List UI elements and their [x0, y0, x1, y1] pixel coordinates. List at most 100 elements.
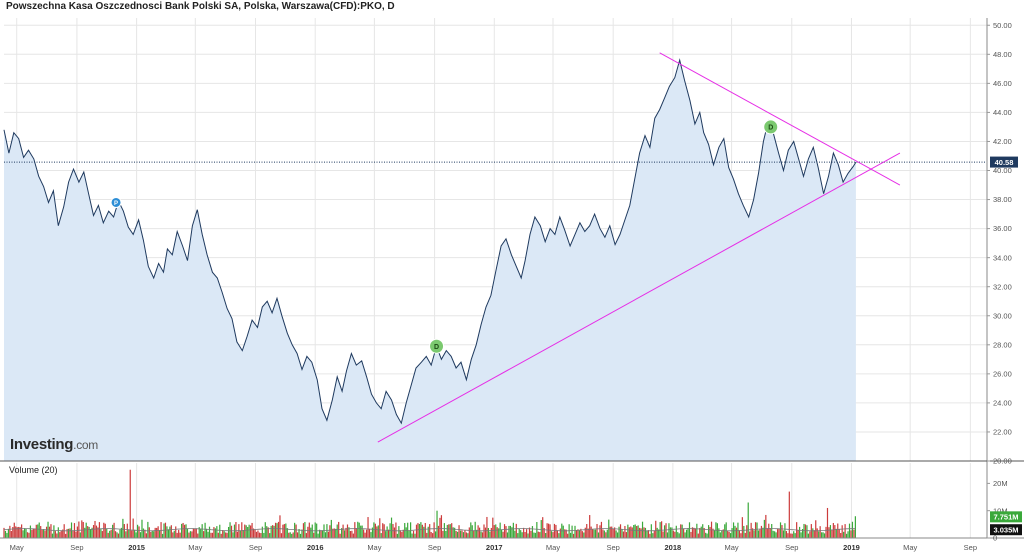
volume-bar — [840, 532, 842, 538]
volume-bar — [599, 525, 601, 538]
volume-bar — [22, 530, 24, 538]
volume-bar — [503, 524, 506, 538]
volume-bar — [59, 532, 61, 538]
volume-bar — [713, 530, 716, 538]
volume-bar — [597, 532, 600, 538]
volume-bar — [518, 528, 520, 538]
volume-bar — [806, 525, 808, 538]
split-marker — [110, 196, 122, 208]
volume-bar — [125, 531, 127, 538]
volume-bar — [537, 531, 539, 538]
volume-bar — [260, 533, 262, 538]
volume-bar — [21, 524, 23, 538]
volume-bar — [376, 526, 378, 538]
volume-bar — [79, 532, 81, 538]
volume-bar — [189, 531, 192, 538]
time-tick-label: Sep — [428, 543, 441, 552]
volume-bar — [696, 523, 698, 538]
volume-bar — [117, 533, 120, 538]
volume-bar — [357, 521, 359, 538]
volume-bar — [575, 530, 578, 538]
volume-bar — [188, 532, 190, 538]
price-tick-label: 30.00 — [993, 311, 1012, 320]
volume-bar — [355, 528, 357, 538]
volume-bar — [730, 533, 732, 538]
volume-bar — [587, 528, 589, 538]
volume-bar — [163, 523, 165, 538]
volume-bar — [128, 529, 130, 538]
volume-bar — [269, 533, 271, 538]
volume-bar — [499, 522, 501, 538]
volume-bar — [251, 522, 253, 538]
volume-bar — [169, 526, 171, 538]
price-tick-label: 38.00 — [993, 195, 1012, 204]
volume-bar — [266, 526, 268, 538]
volume-bar — [467, 533, 469, 538]
price-tick-label: 46.00 — [993, 79, 1012, 88]
volume-bar — [92, 525, 95, 538]
volume-bar — [135, 532, 137, 538]
volume-bar — [418, 523, 421, 538]
volume-bar — [477, 525, 479, 538]
volume-bar — [97, 527, 99, 538]
volume-bar — [832, 522, 834, 538]
volume-bar — [707, 525, 710, 538]
volume-bar — [342, 524, 344, 538]
volume-bar — [536, 521, 538, 538]
volume-bar — [192, 528, 194, 538]
volume-bar — [150, 531, 152, 538]
volume-bar — [101, 531, 103, 538]
volume-bar — [448, 524, 450, 538]
volume-bar — [545, 532, 547, 538]
volume-bar — [658, 529, 660, 538]
time-tick-label: 2017 — [486, 543, 503, 552]
volume-bar — [119, 529, 121, 538]
volume-bar — [252, 528, 255, 538]
volume-bar — [661, 521, 663, 538]
volume-bar — [838, 528, 840, 538]
volume-bar — [85, 522, 87, 538]
volume-bar — [638, 527, 641, 538]
volume-bar — [803, 523, 805, 538]
volume-bar — [693, 527, 695, 538]
volume-bar — [675, 525, 677, 538]
volume-bar — [112, 524, 114, 538]
price-tick-label: 40.00 — [993, 166, 1012, 175]
volume-bar — [204, 522, 206, 538]
volume-bar — [813, 530, 815, 538]
volume-bar — [511, 527, 513, 538]
volume-bar — [239, 530, 241, 538]
volume-bar — [26, 532, 29, 538]
volume-bar — [681, 524, 683, 538]
volume-bar — [606, 529, 608, 538]
volume-panel-title: Volume (20) — [9, 465, 58, 475]
volume-tick-label: 0 — [993, 534, 997, 543]
volume-bar — [539, 532, 541, 538]
volume-bar — [637, 525, 639, 538]
volume-tick-label: 10M — [993, 506, 1008, 515]
volume-bar — [468, 527, 470, 538]
volume-bar — [205, 528, 208, 538]
volume-bar — [568, 524, 570, 538]
volume-bar — [474, 521, 476, 538]
volume-bar — [106, 528, 108, 538]
volume-bar — [294, 522, 296, 538]
volume-bar — [665, 523, 667, 538]
volume-bar — [655, 520, 657, 538]
volume-bar — [208, 526, 211, 538]
volume-bar — [98, 522, 101, 538]
volume-bar — [142, 528, 145, 538]
volume-bar — [151, 530, 153, 538]
price-tick-label: 26.00 — [993, 369, 1012, 378]
volume-bar — [318, 529, 321, 538]
volume-bar — [53, 525, 55, 538]
volume-bar — [35, 524, 37, 538]
investing-logo: Investing.com — [10, 436, 98, 453]
volume-bar — [784, 523, 786, 538]
volume-bar — [581, 531, 583, 538]
volume-bar — [223, 531, 225, 538]
volume-bar — [91, 527, 93, 538]
volume-bar — [233, 524, 236, 538]
volume-bar — [603, 530, 605, 538]
volume-bar — [602, 529, 604, 538]
